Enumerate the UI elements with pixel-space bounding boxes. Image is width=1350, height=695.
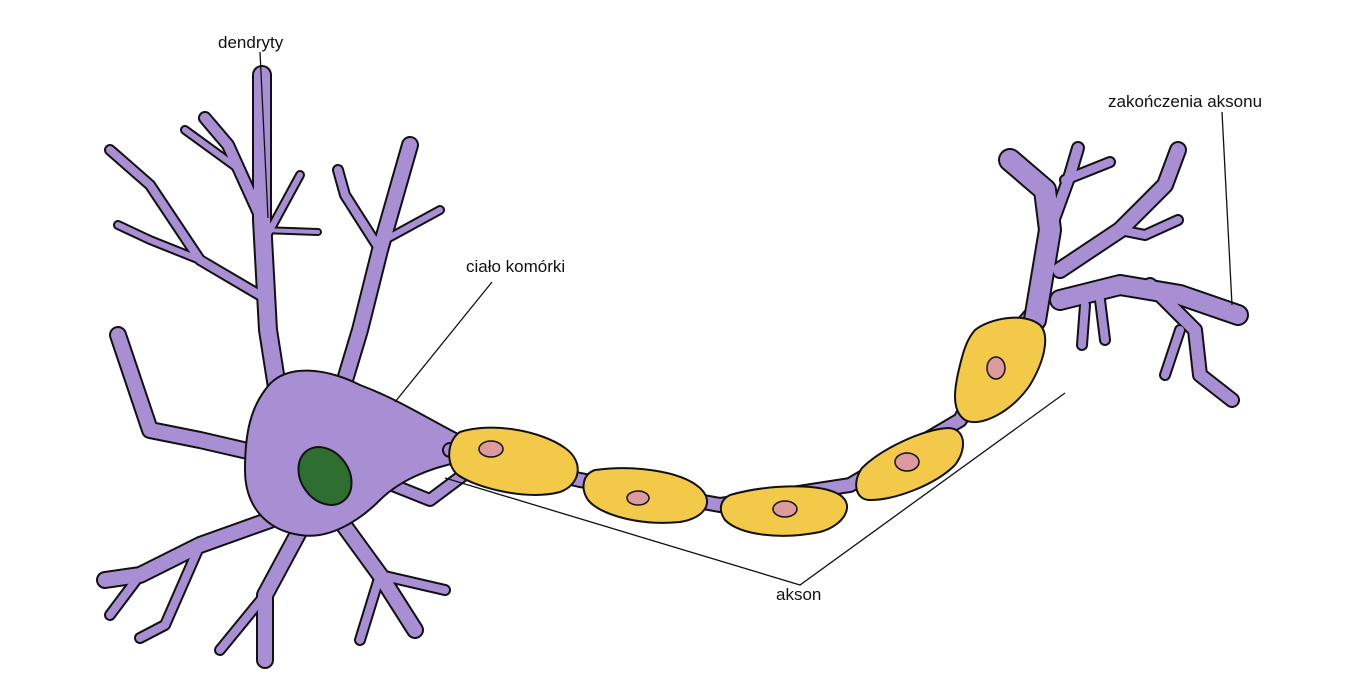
schwann-nucleus (478, 440, 504, 458)
schwann-nucleus (894, 452, 920, 472)
nucleus (297, 446, 353, 506)
leader-line-axon (444, 392, 1066, 586)
schwann-nucleus (626, 490, 650, 506)
schwann-nucleus (986, 356, 1006, 380)
label-axon-terminals: zakończenia aksonu (1108, 92, 1262, 111)
leader-line-cell-body (394, 281, 493, 403)
leader-line-axon-terminals (1221, 111, 1233, 306)
label-dendrites: dendryty (218, 33, 284, 52)
labels: dendryty ciało komórki akson zakończenia… (218, 33, 1262, 604)
label-cell-body: ciało komórki (466, 257, 565, 276)
leader-line-dendrites (259, 51, 269, 219)
schwann-nuclei (478, 356, 1006, 518)
cell-body (244, 369, 461, 537)
label-axon: akson (776, 585, 821, 604)
leader-lines (259, 51, 1233, 586)
axon-terminals (998, 141, 1249, 408)
schwann-nucleus (772, 500, 798, 518)
dendrites (96, 65, 477, 669)
